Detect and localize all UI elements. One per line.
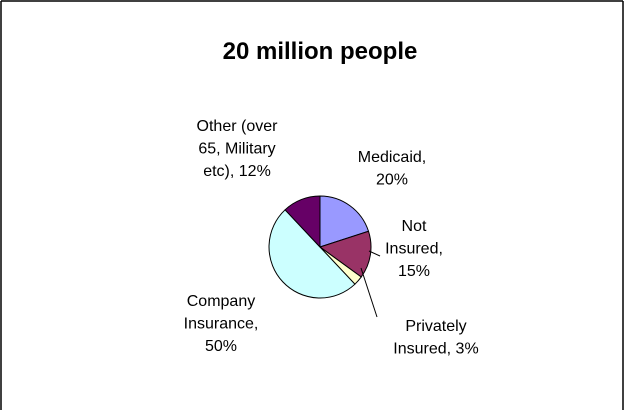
slice-label-line: 50% — [205, 338, 237, 355]
pie-slice-4 — [284, 195, 321, 249]
pie-slice-0 — [319, 195, 370, 248]
pie-slice-3 — [268, 209, 356, 299]
leader-line-1 — [368, 250, 381, 257]
chart-title: 20 million people — [223, 38, 418, 65]
leader-lines — [360, 250, 381, 318]
slice-label-1: Not Insured, 15% — [385, 218, 443, 280]
slice-label-2: Privately Insured, 3% — [393, 318, 478, 358]
slice-label-line: 65, Military — [198, 141, 275, 158]
slice-label-3: Company Insurance, 50% — [184, 293, 259, 355]
slice-labels: Medicaid, 20% Not Insured, 15% Privately Insur… — [184, 118, 479, 358]
slice-label-line: Privately — [405, 318, 466, 335]
slice-label-line: 20% — [376, 172, 408, 189]
pie-slices — [268, 195, 372, 299]
slice-label-line: etc), 12% — [203, 163, 271, 180]
slice-label-line: Insurance, — [184, 316, 259, 333]
slice-label-line: Insured, — [385, 241, 443, 258]
slice-label-4: Other (over 65, Military etc), 12% — [197, 118, 279, 180]
slice-label-line: 15% — [398, 263, 430, 280]
leader-line-2 — [360, 267, 378, 318]
slice-label-line: Company — [187, 293, 255, 310]
slice-label-line: Insured, 3% — [393, 341, 478, 358]
slice-label-0: Medicaid, 20% — [358, 149, 426, 189]
slice-label-line: Medicaid, — [358, 149, 426, 166]
slice-label-line: Other (over — [197, 118, 279, 135]
slice-label-line: Not — [402, 218, 427, 235]
pie-slice-1 — [318, 230, 372, 278]
